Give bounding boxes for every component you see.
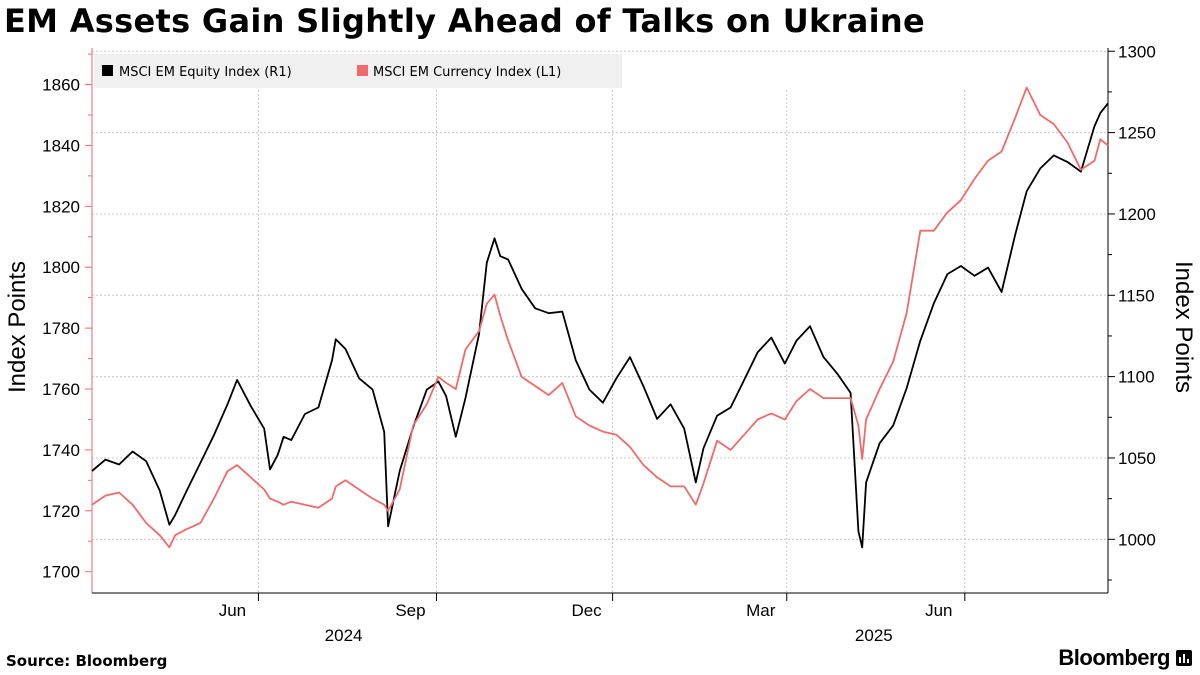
left-tick-label: 1720 [42, 502, 80, 521]
left-tick-label: 1800 [42, 258, 80, 277]
legend-swatch-equity [102, 65, 113, 76]
brand-name: Bloomberg [1058, 645, 1170, 670]
brand-logo: Bloomberg [1058, 645, 1192, 671]
x-year-label: 2025 [855, 626, 893, 645]
x-tick-label: Sep [395, 601, 425, 620]
x-tick-label: Jun [219, 601, 246, 620]
left-axis-title: Index Points [4, 261, 31, 393]
x-tick-label: Jun [925, 601, 952, 620]
source-note: Source: Bloomberg [6, 652, 168, 670]
legend: MSCI EM Equity Index (R1) MSCI EM Curren… [94, 54, 622, 88]
x-tick-label: Mar [746, 601, 776, 620]
left-tick-label: 1760 [42, 380, 80, 399]
left-tick-label: 1840 [42, 136, 80, 155]
right-tick-label: 1200 [1118, 205, 1156, 224]
left-tick-label: 1780 [42, 319, 80, 338]
right-tick-label: 1000 [1118, 530, 1156, 549]
series-line-currency [91, 86, 1109, 549]
right-axis-title: Index Points [1170, 261, 1197, 393]
chart-title: EM Assets Gain Slightly Ahead of Talks o… [4, 2, 925, 40]
legend-label-equity: MSCI EM Equity Index (R1) [119, 65, 292, 80]
axes: 1700 1720 1740 1760 1780 1800 1820 1840 1860 1000… [42, 42, 1156, 645]
series-line-equity [91, 102, 1109, 549]
left-tick-label: 1820 [42, 197, 80, 216]
right-tick-label: 1300 [1118, 42, 1156, 61]
right-tick-label: 1250 [1118, 124, 1156, 143]
legend-swatch-currency [357, 65, 368, 76]
right-tick-label: 1150 [1118, 286, 1155, 305]
x-tick-label: Dec [571, 601, 602, 620]
series-lines [91, 86, 1109, 549]
left-tick-label: 1860 [42, 76, 80, 95]
right-tick-label: 1050 [1118, 449, 1156, 468]
x-year-label: 2024 [325, 626, 363, 645]
bar-chart-icon [1176, 650, 1192, 666]
left-tick-label: 1740 [42, 441, 80, 460]
grid-lines [92, 50, 1108, 593]
legend-label-currency: MSCI EM Currency Index (L1) [373, 65, 561, 80]
right-tick-label: 1100 [1118, 368, 1155, 387]
left-tick-label: 1700 [42, 563, 80, 582]
